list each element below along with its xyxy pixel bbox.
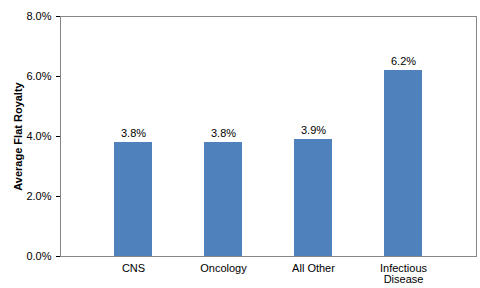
svg-text:3.8%: 3.8% bbox=[121, 127, 146, 139]
svg-text:Average Flat Royalty: Average Flat Royalty bbox=[12, 81, 24, 190]
svg-text:All Other: All Other bbox=[292, 262, 335, 274]
svg-text:4.0%: 4.0% bbox=[26, 130, 51, 142]
svg-text:InfectiousDisease: InfectiousDisease bbox=[380, 262, 428, 285]
svg-text:CNS: CNS bbox=[122, 262, 145, 274]
svg-text:6.2%: 6.2% bbox=[391, 55, 416, 67]
svg-text:Oncology: Oncology bbox=[200, 262, 247, 274]
svg-text:8.0%: 8.0% bbox=[26, 10, 51, 22]
svg-text:2.0%: 2.0% bbox=[26, 190, 51, 202]
svg-text:3.8%: 3.8% bbox=[211, 127, 236, 139]
svg-text:6.0%: 6.0% bbox=[26, 70, 51, 82]
svg-text:0.0%: 0.0% bbox=[26, 250, 51, 262]
svg-text:3.9%: 3.9% bbox=[301, 124, 326, 136]
